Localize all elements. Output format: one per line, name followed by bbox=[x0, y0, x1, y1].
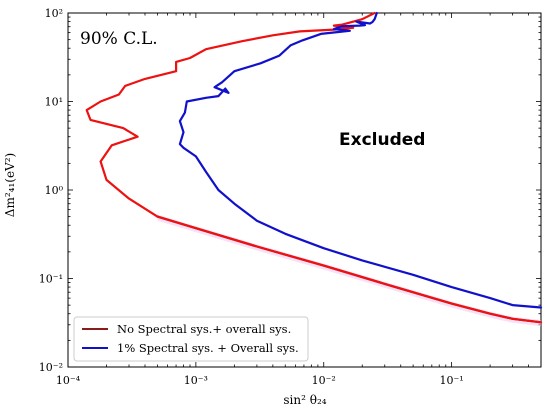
series-line-1 bbox=[85, 11, 543, 324]
uncertainty-band bbox=[157, 214, 541, 327]
legend-label-1: 1% Spectral sys. + Overall sys. bbox=[117, 341, 299, 355]
x-tick-label: 10⁻² bbox=[312, 374, 336, 387]
y-axis-title: Δm²₄₁(eV²) bbox=[3, 153, 17, 217]
y-tick-label: 10⁻² bbox=[39, 361, 63, 374]
legend-label-0: No Spectral sys.+ overall sys. bbox=[117, 322, 291, 336]
x-tick-label: 10⁻³ bbox=[184, 374, 208, 387]
series-layer bbox=[85, 11, 543, 327]
y-tick-label: 10¹ bbox=[45, 96, 63, 109]
y-tick-label: 10² bbox=[45, 7, 63, 20]
y-tick-label: 10⁻¹ bbox=[39, 273, 63, 286]
legend: No Spectral sys.+ overall sys. 1% Spectr… bbox=[73, 316, 309, 362]
legend-box bbox=[73, 316, 309, 362]
y-tick-label: 10⁰ bbox=[45, 184, 64, 197]
series-line-2 bbox=[178, 11, 543, 309]
x-tick-label: 10⁻⁴ bbox=[56, 374, 81, 387]
plot-frame bbox=[67, 12, 542, 368]
excluded-annotation: Excluded bbox=[339, 130, 425, 150]
cl-annotation: 90% C.L. bbox=[80, 29, 158, 49]
axis-ticks: 10⁻⁴ 10⁻³ 10⁻² 10⁻¹ 10⁻² 10⁻¹ 10⁰ 10¹ 10² bbox=[39, 7, 542, 387]
x-axis-title: sin² θ₂₄ bbox=[283, 393, 326, 407]
x-tick-label: 10⁻¹ bbox=[440, 374, 464, 387]
plot-area bbox=[67, 12, 542, 368]
